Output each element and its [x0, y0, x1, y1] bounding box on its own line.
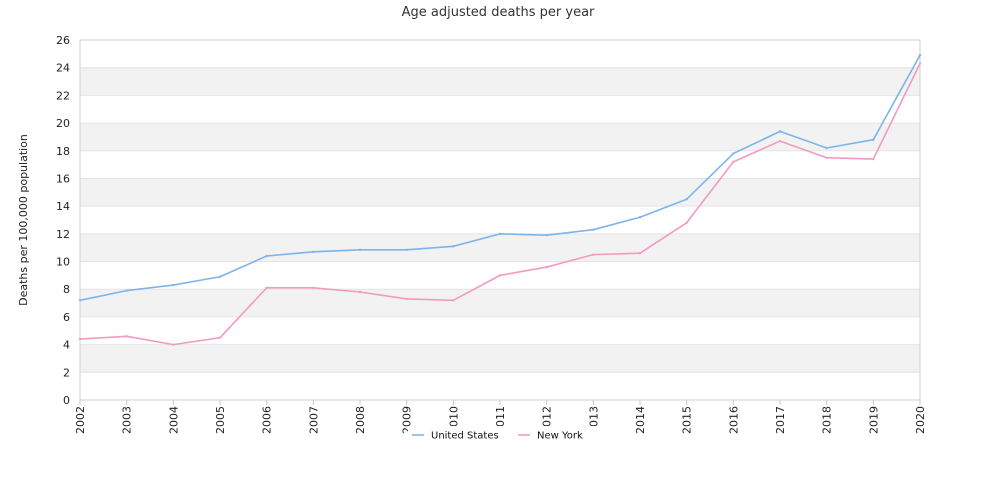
y-tick-label: 2 — [63, 366, 70, 379]
data-point — [358, 290, 362, 294]
y-tick-label: 10 — [56, 256, 70, 269]
x-tick-label: 2017 — [774, 406, 787, 434]
y-tick-label: 16 — [56, 172, 70, 185]
y-tick-label: 18 — [56, 145, 70, 158]
y-tick-label: 4 — [63, 339, 70, 352]
data-point — [685, 198, 688, 201]
data-point — [265, 254, 268, 258]
data-point — [685, 221, 688, 224]
legend: United States New York — [408, 426, 610, 442]
y-tick-label: 14 — [56, 200, 70, 213]
data-point — [265, 286, 268, 290]
x-tick-label: 2015 — [681, 406, 694, 434]
x-tick-label: 2016 — [727, 406, 740, 434]
data-point — [405, 297, 408, 301]
data-point — [872, 157, 875, 161]
data-point — [545, 234, 548, 237]
x-tick-label: 2005 — [214, 406, 227, 434]
y-tick-label: 24 — [56, 62, 70, 75]
legend-item-bg — [514, 426, 610, 440]
data-point — [172, 283, 175, 287]
data-point — [592, 228, 595, 231]
x-tick-label: 2019 — [867, 406, 880, 434]
grid-bands — [80, 67, 920, 373]
x-tick-label: 2020 — [914, 406, 927, 434]
data-point — [452, 245, 455, 248]
chart-title: Age adjusted deaths per year — [402, 5, 595, 20]
series-lines — [78, 54, 922, 346]
x-tick-label: 2014 — [634, 406, 647, 434]
x-tick-label: 2007 — [307, 406, 320, 434]
y-tick-label: 26 — [56, 34, 70, 47]
data-point — [78, 299, 82, 302]
grid-band — [80, 344, 920, 373]
x-tick-label: 2003 — [121, 406, 134, 434]
x-tick-label: 2008 — [354, 406, 367, 434]
data-point — [638, 252, 642, 255]
x-tick-label: 2018 — [821, 406, 834, 434]
data-point — [218, 336, 222, 339]
grid-band — [80, 178, 920, 207]
grid-band — [80, 123, 920, 151]
x-tick-label: 2002 — [74, 406, 87, 434]
grid-band — [80, 233, 920, 262]
data-point — [498, 232, 502, 236]
data-point — [312, 250, 315, 254]
data-point — [918, 62, 922, 65]
y-tick-label: 22 — [56, 89, 70, 102]
data-point — [778, 130, 782, 133]
data-point — [452, 299, 455, 302]
grid-band — [80, 67, 920, 96]
y-tick-label: 6 — [63, 311, 70, 324]
y-tick-label: 8 — [63, 283, 70, 296]
x-tick-label: 2004 — [167, 406, 180, 434]
data-point — [825, 156, 828, 159]
data-point — [778, 139, 782, 143]
data-point — [405, 248, 408, 251]
data-point — [218, 275, 222, 278]
y-tick-label: 12 — [56, 228, 70, 241]
data-point — [545, 265, 548, 269]
y-axis-title: Deaths per 100,000 population — [17, 134, 30, 306]
y-tick-label: 0 — [63, 394, 70, 407]
data-point — [498, 274, 502, 277]
data-point — [732, 152, 735, 155]
data-point — [732, 160, 735, 164]
data-point — [638, 216, 642, 219]
y-tick-label: 20 — [56, 117, 70, 130]
data-point — [592, 253, 595, 256]
grid-band — [80, 289, 920, 317]
legend-label[interactable]: New York — [537, 431, 583, 442]
data-point — [918, 54, 922, 57]
data-point — [825, 146, 828, 150]
legend-label[interactable]: United States — [431, 431, 499, 442]
legend-item-bg — [408, 426, 504, 440]
data-point — [172, 343, 175, 346]
data-point — [358, 248, 362, 251]
data-point — [872, 138, 875, 141]
data-point — [125, 289, 128, 292]
x-tick-label: 2006 — [261, 406, 274, 434]
data-point — [78, 337, 82, 341]
data-point — [312, 286, 315, 290]
data-point — [125, 335, 128, 338]
